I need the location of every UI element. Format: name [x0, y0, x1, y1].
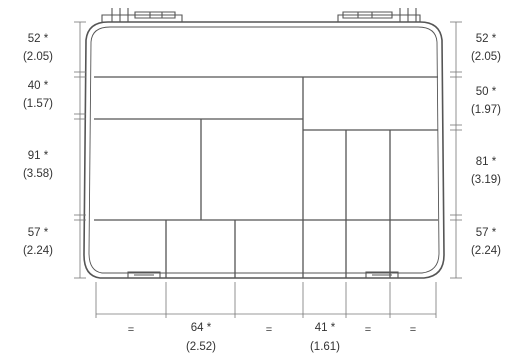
left-dim-2-mm: 40 * — [28, 80, 49, 92]
left-dim-1-mm: 52 * — [28, 33, 49, 45]
left-dim-4-inch: (2.24) — [23, 245, 53, 257]
latch-right — [365, 271, 399, 278]
bottom-dimension-labels: = 64 * (2.52) = 41 * (1.61) = = — [128, 322, 416, 353]
hinge-left — [101, 8, 183, 22]
bottom-dim-4-mm: 41 * — [315, 322, 336, 334]
bottom-dim-3: = — [266, 324, 272, 336]
bottom-dim-2-inch: (2.52) — [186, 341, 216, 353]
right-dim-1-inch: (2.05) — [471, 51, 501, 63]
bottom-dim-1: = — [128, 324, 134, 336]
left-dim-2-inch: (1.57) — [23, 98, 53, 110]
right-dim-3-mm: 81 * — [476, 156, 497, 168]
bottom-dim-5: = — [365, 324, 371, 336]
bottom-dim-6: = — [410, 324, 416, 336]
left-dimension-labels: 52 * (2.05) 40 * (1.57) 91 * (3.58) 57 *… — [23, 33, 53, 257]
left-dim-4-mm: 57 * — [28, 227, 49, 239]
hinge-right — [337, 8, 421, 22]
right-dimension-labels: 52 * (2.05) 50 * (1.97) 81 * (3.19) 57 *… — [471, 33, 501, 257]
compartment-dividers — [94, 76, 438, 278]
left-dim-3-mm: 91 * — [28, 150, 49, 162]
right-dim-1-mm: 52 * — [476, 33, 497, 45]
left-dim-1-inch: (2.05) — [23, 51, 53, 63]
right-dim-4-inch: (2.24) — [471, 245, 501, 257]
latch-left — [127, 271, 161, 278]
right-dim-2-inch: (1.97) — [471, 104, 501, 116]
case-body — [83, 21, 445, 279]
bottom-dim-2-mm: 64 * — [191, 322, 212, 334]
bottom-dim-4-inch: (1.61) — [310, 341, 340, 353]
right-dim-2-mm: 50 * — [476, 86, 497, 98]
right-dim-4-mm: 57 * — [476, 227, 497, 239]
left-dim-3-inch: (3.58) — [23, 168, 53, 180]
right-dim-3-inch: (3.19) — [471, 174, 501, 186]
dimension-lines — [74, 21, 462, 318]
